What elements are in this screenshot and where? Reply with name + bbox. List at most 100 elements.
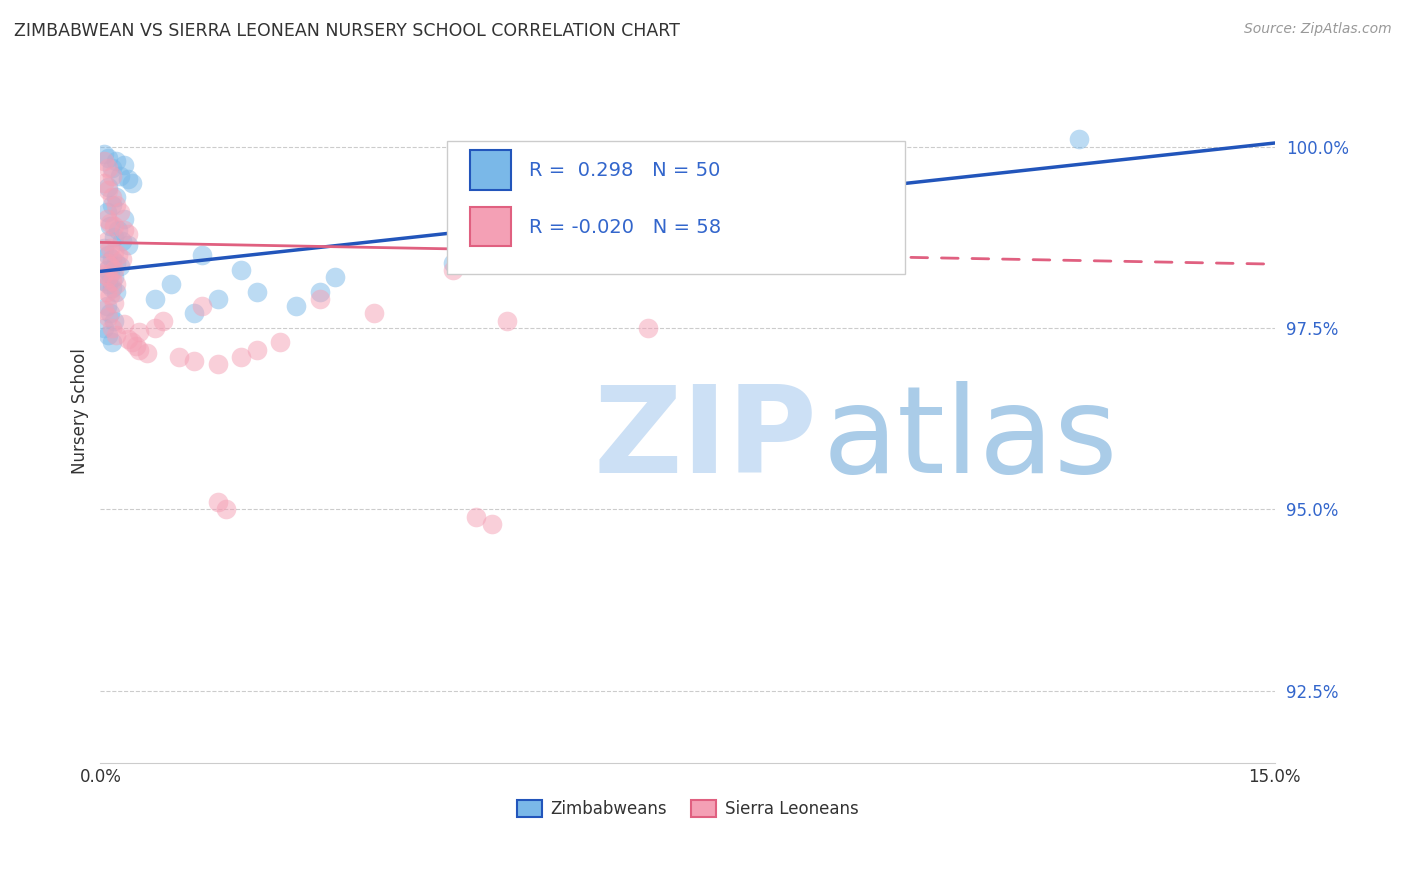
Point [246, 343, 269, 357]
Point [96, 285, 118, 299]
Point [105, 328, 128, 343]
Point [167, 350, 190, 364]
Y-axis label: Nursery School: Nursery School [72, 349, 89, 475]
Point [124, 339, 146, 353]
Point [308, 285, 330, 299]
Point [96, 255, 118, 269]
Point [107, 248, 129, 262]
Point [231, 350, 253, 364]
Point [97, 151, 120, 165]
Point [101, 252, 124, 266]
Point [96, 263, 118, 277]
Point [285, 299, 308, 313]
Point [111, 234, 134, 248]
Point [101, 197, 124, 211]
Point [101, 190, 124, 204]
Point [441, 263, 464, 277]
Point [637, 321, 659, 335]
Point [108, 205, 131, 219]
Point [108, 260, 131, 274]
Point [93, 176, 115, 190]
Point [98, 306, 121, 320]
Point [101, 321, 124, 335]
Text: ZIMBABWEAN VS SIERRA LEONEAN NURSERY SCHOOL CORRELATION CHART: ZIMBABWEAN VS SIERRA LEONEAN NURSERY SCH… [14, 22, 681, 40]
Point [98, 241, 121, 255]
Point [121, 335, 143, 350]
Point [207, 357, 229, 371]
Point [105, 190, 128, 204]
Point [97, 270, 120, 285]
Point [465, 509, 488, 524]
Point [105, 285, 128, 299]
Point [93, 147, 115, 161]
Point [183, 353, 205, 368]
Point [308, 292, 330, 306]
Point [231, 263, 253, 277]
Point [101, 169, 124, 183]
Legend: Zimbabweans, Sierra Leoneans: Zimbabweans, Sierra Leoneans [510, 794, 865, 825]
Point [107, 223, 129, 237]
Point [214, 502, 236, 516]
Point [105, 277, 128, 292]
Point [121, 176, 143, 190]
Point [97, 328, 120, 343]
Point [97, 248, 120, 262]
Point [117, 172, 139, 186]
Point [207, 292, 229, 306]
Point [101, 335, 124, 350]
Point [105, 197, 128, 211]
Point [183, 306, 205, 320]
FancyBboxPatch shape [470, 151, 512, 190]
Point [103, 314, 125, 328]
Point [103, 230, 125, 244]
Point [96, 212, 118, 227]
Point [152, 314, 174, 328]
Point [98, 288, 121, 302]
Point [103, 244, 125, 259]
Point [269, 335, 291, 350]
Point [97, 310, 120, 324]
Point [441, 255, 464, 269]
Point [496, 314, 519, 328]
Point [191, 248, 214, 262]
FancyBboxPatch shape [470, 207, 512, 246]
Point [105, 255, 128, 269]
Point [97, 161, 120, 176]
Text: ZIP: ZIP [593, 381, 817, 498]
Point [598, 205, 620, 219]
Text: Source: ZipAtlas.com: Source: ZipAtlas.com [1244, 22, 1392, 37]
Point [143, 321, 166, 335]
Point [191, 299, 214, 313]
Point [93, 321, 115, 335]
Point [481, 516, 503, 531]
Point [97, 179, 120, 194]
Point [112, 318, 135, 332]
Point [117, 237, 139, 252]
Point [98, 216, 121, 230]
Point [103, 263, 125, 277]
Point [105, 154, 128, 169]
Point [143, 292, 166, 306]
Text: R =  0.298   N = 50: R = 0.298 N = 50 [529, 161, 720, 180]
FancyBboxPatch shape [447, 141, 905, 274]
Point [108, 169, 131, 183]
Point [111, 252, 134, 266]
Point [117, 227, 139, 241]
Point [93, 302, 115, 317]
Point [207, 495, 229, 509]
Point [872, 212, 894, 227]
Point [93, 274, 115, 288]
Point [103, 219, 125, 234]
Point [96, 205, 118, 219]
Point [112, 212, 135, 227]
Point [1067, 132, 1090, 146]
Point [112, 223, 135, 237]
Text: R = -0.020   N = 58: R = -0.020 N = 58 [529, 218, 721, 236]
Point [112, 158, 135, 172]
Point [101, 281, 124, 295]
Point [101, 161, 124, 176]
Point [136, 346, 159, 360]
Point [97, 183, 120, 197]
Point [97, 277, 120, 292]
Point [101, 274, 124, 288]
